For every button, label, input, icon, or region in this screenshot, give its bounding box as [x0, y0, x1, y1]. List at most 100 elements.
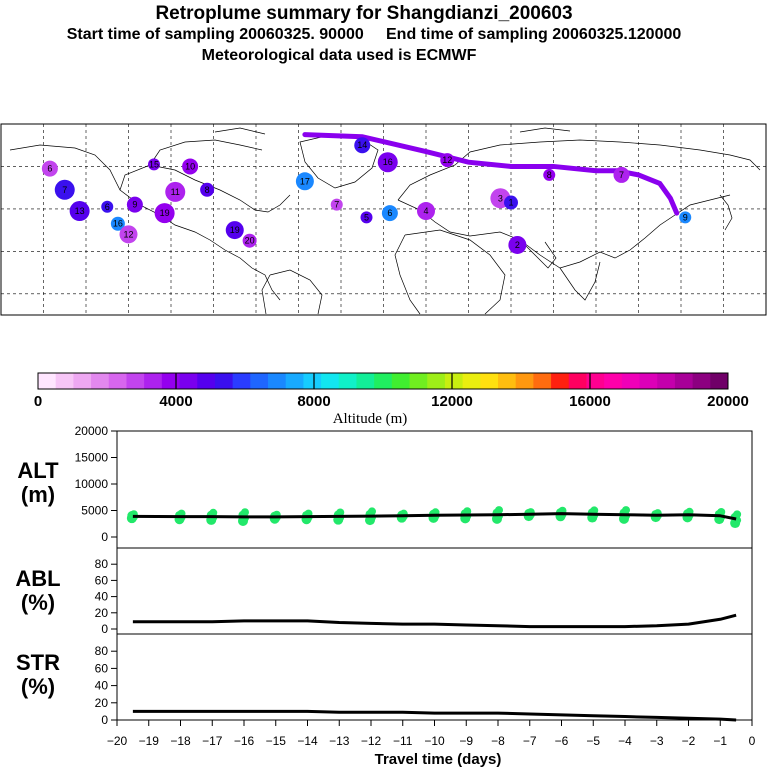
panel-unit: (%): [21, 590, 55, 615]
altitude-spread-dot: [336, 508, 345, 517]
map-site-number: 8: [547, 170, 552, 180]
map-site-marker: 11: [165, 181, 186, 202]
map-site-circle: [354, 137, 371, 154]
map-site-number: 16: [113, 219, 123, 229]
y-tick-label: 5000: [81, 504, 108, 518]
colorbar-swatch: [480, 373, 499, 389]
colorbar-swatch: [692, 373, 711, 389]
panel-str: 0 20 40 60 80 STR(%): [16, 644, 737, 727]
colorbar-swatch: [55, 373, 74, 389]
colorbar-swatch: [674, 373, 694, 389]
map-site-circle: [543, 168, 556, 181]
x-tick-label: −7: [523, 734, 537, 748]
map-site-circle: [148, 158, 160, 171]
x-tick-label: −17: [202, 734, 223, 748]
x-tick-label: −14: [297, 734, 318, 748]
map-site-number: 3: [498, 193, 503, 203]
colorbar-swatch: [515, 373, 534, 389]
altitude-spread-dot: [209, 508, 218, 517]
colorbar-swatch: [462, 373, 481, 389]
y-tick-label: 20: [95, 696, 109, 710]
x-tick-label: −11: [393, 734, 413, 748]
map-site-marker: 7: [54, 179, 75, 200]
colorbar-swatch: [427, 373, 446, 389]
colorbar-swatch: [568, 373, 587, 389]
map-site-number: 7: [619, 170, 624, 180]
x-tick-label: −19: [139, 734, 160, 748]
x-tick-label: 0: [749, 734, 756, 748]
map-site-number: 7: [62, 185, 67, 195]
map-site-circle: [165, 181, 186, 202]
map-site-marker: 7: [330, 198, 343, 211]
map-site-number: 2: [515, 240, 520, 250]
north-america-outline: [9, 139, 291, 301]
y-tick-label: 0: [101, 713, 108, 727]
time-series-panels: 05000100001500020000ALT(m)020406080ABL(%…: [15, 424, 755, 768]
map-site-circle: [119, 225, 138, 244]
colorbar-swatch: [144, 373, 163, 389]
x-tick-label: −12: [361, 734, 382, 748]
map-site-marker: 19: [154, 203, 175, 224]
map-site-circle: [69, 201, 90, 222]
map-site-circle: [417, 202, 435, 221]
map-site-number: 13: [75, 206, 85, 216]
africa-outline: [394, 229, 506, 315]
colorbar-swatch: [161, 373, 181, 389]
panels-frame: [116, 430, 753, 721]
panel-label: ABL: [15, 566, 60, 591]
map-site-number: 4: [423, 206, 428, 216]
map-site-number: 12: [123, 229, 133, 239]
x-tick-label: −16: [234, 734, 255, 748]
colorbar-tick-label: 8000: [297, 393, 330, 410]
y-tick-label: 60: [95, 573, 109, 587]
map-site-marker: 15: [148, 158, 160, 171]
colorbar-swatch: [268, 373, 287, 389]
colorbar-swatch: [126, 373, 145, 389]
x-tick-label: −1: [713, 734, 727, 748]
colorbar-title: Altitude (m): [333, 411, 408, 427]
altitude-spread-dot: [463, 507, 472, 516]
map-site-marker: 17: [295, 172, 314, 191]
map-site-marker: 19: [225, 221, 244, 240]
map-site-circle: [242, 233, 257, 248]
colorbar-swatch: [303, 373, 322, 389]
map-site-marker: 13: [69, 201, 90, 222]
map-site-marker: 20: [242, 233, 257, 248]
colorbar-swatch: [232, 373, 251, 389]
map-site-number: 14: [357, 140, 367, 150]
y-tick-label: 20: [95, 606, 109, 620]
series-line-abl: [132, 613, 737, 629]
colorbar-swatch: [621, 373, 641, 389]
map-site-marker: 14: [354, 137, 371, 154]
colorbar-swatch: [657, 373, 676, 389]
colorbar-swatch: [374, 373, 393, 389]
map-site-circle: [330, 198, 343, 211]
map-site-number: 19: [230, 225, 240, 235]
x-tick-label: −3: [650, 734, 664, 748]
colorbar-swatch: [38, 373, 57, 389]
colorbar-swatch: [73, 373, 92, 389]
y-tick-label: 15000: [75, 451, 109, 465]
colorbar-swatch: [321, 373, 340, 389]
map-site-marker: 9: [126, 196, 143, 213]
x-tick-label: −5: [586, 734, 600, 748]
met-data-note: Meteorological data used is ECMWF: [201, 47, 477, 64]
map-site-circle: [110, 216, 125, 231]
series-line-alt: [132, 512, 737, 521]
map-site-circle: [360, 211, 373, 224]
x-tick-label: −9: [459, 734, 473, 748]
x-tick-label: −10: [424, 734, 445, 748]
map-site-circle: [613, 166, 630, 183]
colorbar-swatch: [108, 373, 127, 389]
map-site-marker: 1: [504, 195, 518, 210]
map-site-circle: [200, 182, 215, 197]
colorbar-frame: [37, 372, 729, 390]
x-tick-label: −18: [170, 734, 191, 748]
y-tick-label: 10000: [75, 477, 109, 491]
x-tick-label: −6: [555, 734, 569, 748]
altitude-spread-dot: [717, 507, 726, 516]
map-site-marker: 8: [200, 182, 215, 197]
map-site-circle: [440, 153, 455, 168]
